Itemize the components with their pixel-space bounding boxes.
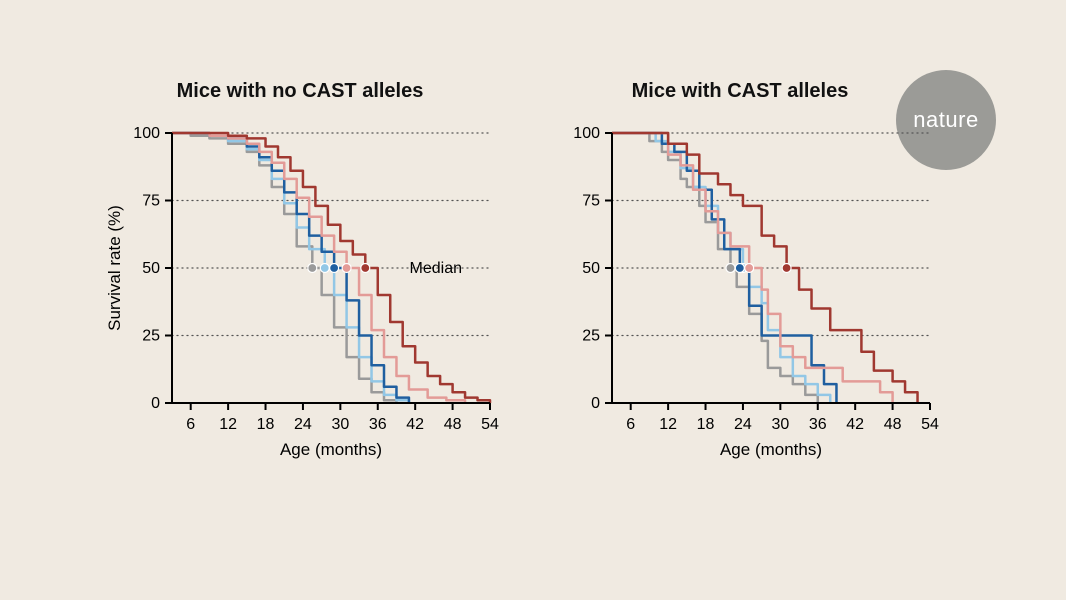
svg-text:12: 12	[219, 416, 237, 433]
svg-text:0: 0	[591, 395, 600, 412]
svg-text:Survival rate (%): Survival rate (%)	[105, 205, 124, 331]
svg-text:12: 12	[659, 416, 677, 433]
svg-text:Age (months): Age (months)	[280, 440, 382, 459]
svg-text:100: 100	[573, 125, 600, 142]
svg-text:30: 30	[771, 416, 789, 433]
survival-chart-right: 6 12 18 24 30 36 42 48 54 0 25 50 75 100 Age (months)	[540, 123, 940, 513]
svg-text:24: 24	[734, 416, 752, 433]
panel-right: Mice with CAST alleles 6 12 18 24 30 36 42 48 54…	[540, 80, 940, 513]
svg-text:30: 30	[331, 416, 349, 433]
svg-text:50: 50	[142, 260, 160, 277]
svg-text:24: 24	[294, 416, 312, 433]
svg-text:48: 48	[884, 416, 902, 433]
svg-text:25: 25	[142, 328, 160, 345]
survival-chart-left: Median 6 12 18 24 30 36 42 48 54 0 25 50 75 100 Age (mo…	[100, 123, 500, 513]
chart-container: Mice with no CAST alleles Median 6 12 18 24 3…	[100, 80, 940, 513]
svg-text:36: 36	[369, 416, 387, 433]
svg-text:36: 36	[809, 416, 827, 433]
svg-text:18: 18	[257, 416, 275, 433]
svg-text:54: 54	[481, 416, 499, 433]
svg-text:6: 6	[186, 416, 195, 433]
svg-text:Age (months): Age (months)	[720, 440, 822, 459]
svg-text:50: 50	[582, 260, 600, 277]
svg-text:Median: Median	[410, 260, 462, 277]
svg-text:75: 75	[142, 193, 160, 210]
panel-right-title: Mice with CAST alleles	[540, 80, 940, 103]
svg-text:54: 54	[921, 416, 939, 433]
svg-text:42: 42	[406, 416, 424, 433]
svg-text:48: 48	[444, 416, 462, 433]
svg-text:25: 25	[582, 328, 600, 345]
svg-text:0: 0	[151, 395, 160, 412]
panel-left: Mice with no CAST alleles Median 6 12 18 24 3…	[100, 80, 500, 513]
svg-text:100: 100	[133, 125, 160, 142]
panel-left-title: Mice with no CAST alleles	[100, 80, 500, 103]
svg-text:18: 18	[697, 416, 715, 433]
svg-text:6: 6	[626, 416, 635, 433]
svg-text:42: 42	[846, 416, 864, 433]
svg-text:75: 75	[582, 193, 600, 210]
